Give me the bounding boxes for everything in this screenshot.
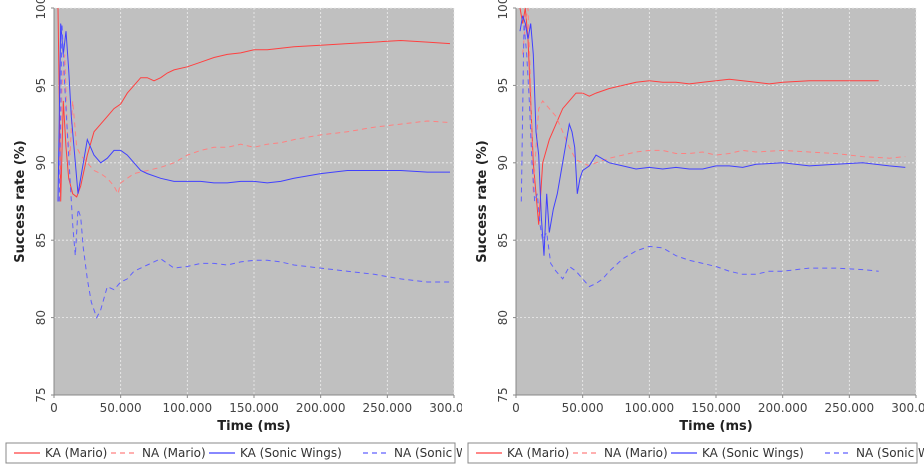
y-tick-label: 75 xyxy=(496,387,510,402)
y-tick-label: 80 xyxy=(34,310,48,325)
x-axis-title: Time (ms) xyxy=(217,419,290,434)
x-tick-label: 100.000 xyxy=(163,401,213,415)
x-tick-label: 300.000 xyxy=(891,401,924,415)
y-tick-label: 95 xyxy=(34,78,48,93)
series-line-na-mario xyxy=(58,54,451,202)
series-line-ka-sonic-wings xyxy=(519,15,906,256)
x-axis-title: Time (ms) xyxy=(679,419,752,434)
x-tick-label: 150.000 xyxy=(229,401,279,415)
series-line-ka-mario xyxy=(519,7,879,225)
line-chart-0: 0 50.000 100.000 150.000 200.000 250.000 300.0… xyxy=(5,0,462,464)
series-line-na-mario xyxy=(522,7,906,194)
legend-label: NA (Mario) xyxy=(604,446,668,460)
legend-label: KA (Sonic Wings) xyxy=(702,446,804,460)
series-line-ka-mario xyxy=(57,7,451,202)
y-axis-title: Success rate (%) xyxy=(13,140,28,263)
x-tick-label: 0 xyxy=(512,401,520,415)
x-tick-label: 300.000 xyxy=(429,401,462,415)
series-line-ka-sonic-wings xyxy=(57,23,450,202)
series-line-na-sonic-wings xyxy=(58,23,450,319)
y-tick-label: 75 xyxy=(34,387,48,402)
legend-label: NA (Sonic Wings) xyxy=(394,446,462,460)
x-tick-label: 200.000 xyxy=(758,401,808,415)
series-line-na-sonic-wings xyxy=(520,23,879,288)
x-tick-label: 250.000 xyxy=(825,401,875,415)
y-tick-label: 90 xyxy=(496,155,510,170)
chart-panel-right: 0 50.000 100.000 150.000 200.000 250.000 300.0… xyxy=(462,0,924,468)
legend-label: NA (Sonic Wings) xyxy=(856,446,924,460)
y-axis-title: Success rate (%) xyxy=(475,140,490,263)
legend-label: NA (Mario) xyxy=(142,446,206,460)
x-tick-label: 0 xyxy=(50,401,58,415)
y-tick-label: 85 xyxy=(34,233,48,248)
legend-label: KA (Mario) xyxy=(507,446,569,460)
chart-panel-left: 0 50.000 100.000 150.000 200.000 250.000 300.0… xyxy=(5,0,462,464)
y-tick-label: 85 xyxy=(496,233,510,248)
x-tick-label: 100.000 xyxy=(625,401,675,415)
x-tick-label: 50.000 xyxy=(562,401,604,415)
x-tick-label: 200.000 xyxy=(296,401,346,415)
x-tick-label: 150.000 xyxy=(691,401,741,415)
x-tick-label: 50.000 xyxy=(100,401,142,415)
y-tick-label: 100 xyxy=(34,0,48,19)
y-tick-label: 95 xyxy=(496,78,510,93)
y-tick-label: 80 xyxy=(496,310,510,325)
legend-label: KA (Mario) xyxy=(45,446,107,460)
y-tick-label: 100 xyxy=(496,0,510,19)
x-tick-label: 250.000 xyxy=(363,401,413,415)
legend-label: KA (Sonic Wings) xyxy=(240,446,342,460)
line-chart-1: 0 50.000 100.000 150.000 200.000 250.000 300.0… xyxy=(467,0,924,464)
y-tick-label: 90 xyxy=(34,155,48,170)
